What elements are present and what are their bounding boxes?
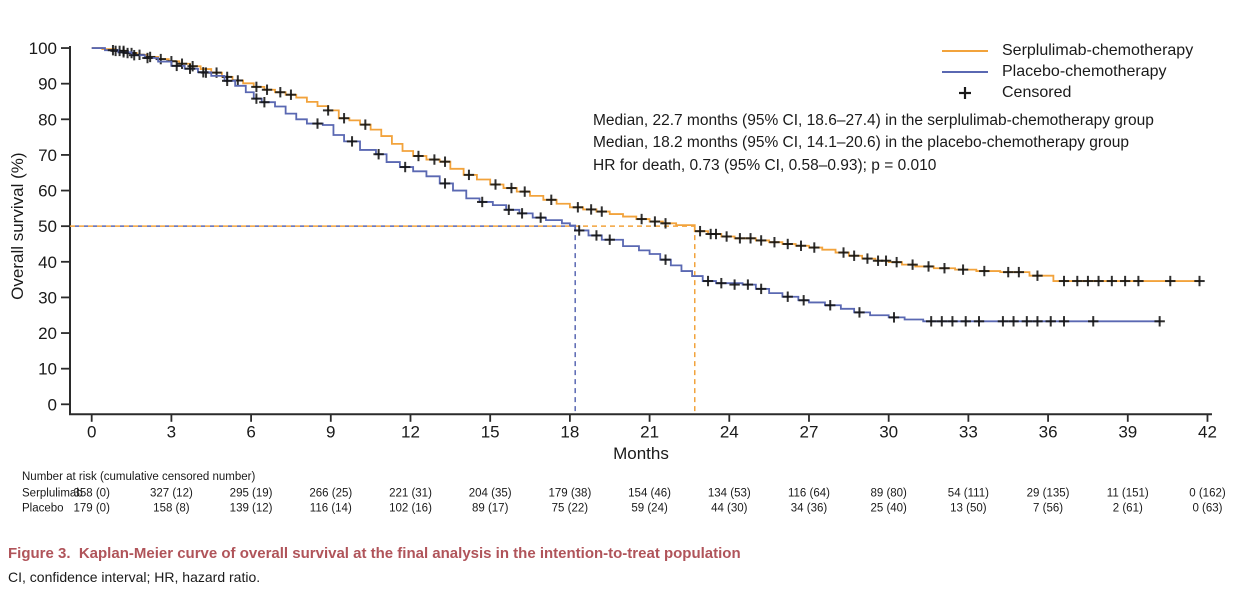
y-tick-label: 80 — [38, 110, 57, 129]
risk-cell: 116 (14) — [310, 503, 352, 515]
x-tick-label: 27 — [800, 422, 819, 441]
censored-plus-icon — [941, 85, 989, 101]
y-tick-label: 40 — [38, 253, 57, 272]
y-tick-label: 70 — [38, 146, 57, 165]
x-tick-label: 30 — [879, 422, 898, 441]
legend-item-serplulimab: Serplulimab-chemotherapy — [941, 40, 1193, 61]
legend-label-censored: Censored — [1002, 84, 1072, 101]
risk-cell: 54 (111) — [948, 488, 989, 500]
x-tick-label: 18 — [560, 422, 579, 441]
risk-cell: 2 (61) — [1113, 503, 1143, 515]
km-curve-placebo — [91, 47, 1160, 323]
x-tick-label: 0 — [87, 422, 96, 441]
risk-cell: 25 (40) — [870, 503, 907, 515]
risk-row-label-serplulimab: Serplulimab — [22, 488, 83, 500]
risk-cell: 44 (30) — [711, 503, 748, 515]
y-tick-label: 60 — [38, 182, 57, 201]
risk-cell: 0 (63) — [1192, 503, 1222, 515]
chart-legend: Serplulimab-chemotherapy Placebo-chemoth… — [941, 40, 1193, 103]
stats-annotation: Median, 22.7 months (95% CI, 18.6–27.4) … — [593, 110, 1154, 177]
placebo-line-icon — [941, 70, 989, 73]
risk-cell: 179 (0) — [73, 503, 110, 515]
y-tick-label: 100 — [29, 39, 57, 58]
x-tick-label: 9 — [326, 422, 335, 441]
x-tick-label: 15 — [481, 422, 500, 441]
legend-item-censored: Censored — [941, 82, 1193, 103]
y-tick-label: 30 — [38, 288, 57, 307]
x-tick-label: 24 — [720, 422, 739, 441]
risk-cell: 154 (46) — [628, 488, 671, 500]
risk-cell: 116 (64) — [788, 488, 830, 500]
risk-cell: 358 (0) — [73, 488, 110, 500]
risk-cell: 11 (151) — [1107, 488, 1149, 500]
risk-cell: 327 (12) — [150, 488, 193, 500]
x-tick-label: 42 — [1198, 422, 1217, 441]
risk-cell: 0 (162) — [1189, 488, 1226, 500]
risk-cell: 89 (80) — [870, 488, 907, 500]
y-tick-label: 0 — [48, 395, 57, 414]
x-axis-title: Months — [613, 444, 669, 463]
risk-cell: 29 (135) — [1027, 488, 1070, 500]
censor-marks-serplulimab — [110, 45, 1205, 287]
median-placebo-text: Median, 18.2 months (95% CI, 14.1–20.6) … — [593, 134, 1129, 152]
risk-cell: 158 (8) — [153, 503, 190, 515]
risk-cell: 75 (22) — [552, 503, 589, 515]
risk-cell: 59 (24) — [631, 503, 668, 515]
x-tick-label: 3 — [167, 422, 176, 441]
risk-cell: 13 (50) — [950, 503, 987, 515]
risk-cell: 139 (12) — [230, 503, 273, 515]
hazard-ratio-text: HR for death, 0.73 (95% CI, 0.58–0.93); … — [593, 156, 937, 174]
x-tick-label: 12 — [401, 422, 420, 441]
y-tick-label: 50 — [38, 217, 57, 236]
y-tick-label: 20 — [38, 324, 57, 343]
y-axis-title: Overall survival (%) — [8, 152, 27, 299]
risk-table-header: Number at risk (cumulative censored numb… — [22, 471, 255, 483]
risk-cell: 89 (17) — [472, 503, 509, 515]
legend-label-serplulimab: Serplulimab-chemotherapy — [1002, 42, 1194, 59]
serplulimab-line-icon — [941, 49, 989, 52]
risk-cell: 134 (53) — [708, 488, 751, 500]
risk-cell: 204 (35) — [469, 488, 512, 500]
risk-cell: 102 (16) — [389, 503, 432, 515]
risk-cell: 179 (38) — [548, 488, 591, 500]
x-tick-label: 21 — [640, 422, 659, 441]
x-tick-label: 33 — [959, 422, 978, 441]
risk-cell: 7 (56) — [1033, 503, 1063, 515]
x-tick-label: 39 — [1118, 422, 1137, 441]
median-serplulimab-text: Median, 22.7 months (95% CI, 18.6–27.4) … — [593, 112, 1154, 129]
censor-marks-placebo — [107, 44, 1165, 327]
risk-cell: 266 (25) — [309, 488, 352, 500]
y-tick-label: 10 — [38, 360, 57, 379]
figure-footnote: CI, confidence interval; HR, hazard rati… — [8, 569, 261, 585]
legend-item-placebo: Placebo-chemotherapy — [941, 61, 1193, 82]
x-tick-label: 6 — [246, 422, 255, 441]
risk-cell: 34 (36) — [791, 503, 828, 515]
risk-cell: 295 (19) — [230, 488, 273, 500]
risk-row-label-placebo: Placebo — [22, 503, 64, 515]
y-tick-label: 90 — [38, 75, 57, 94]
risk-cell: 221 (31) — [389, 488, 432, 500]
x-tick-label: 36 — [1039, 422, 1058, 441]
figure-caption: Figure 3. Kaplan-Meier curve of overall … — [8, 545, 741, 562]
legend-label-placebo: Placebo-chemotherapy — [1002, 63, 1167, 80]
